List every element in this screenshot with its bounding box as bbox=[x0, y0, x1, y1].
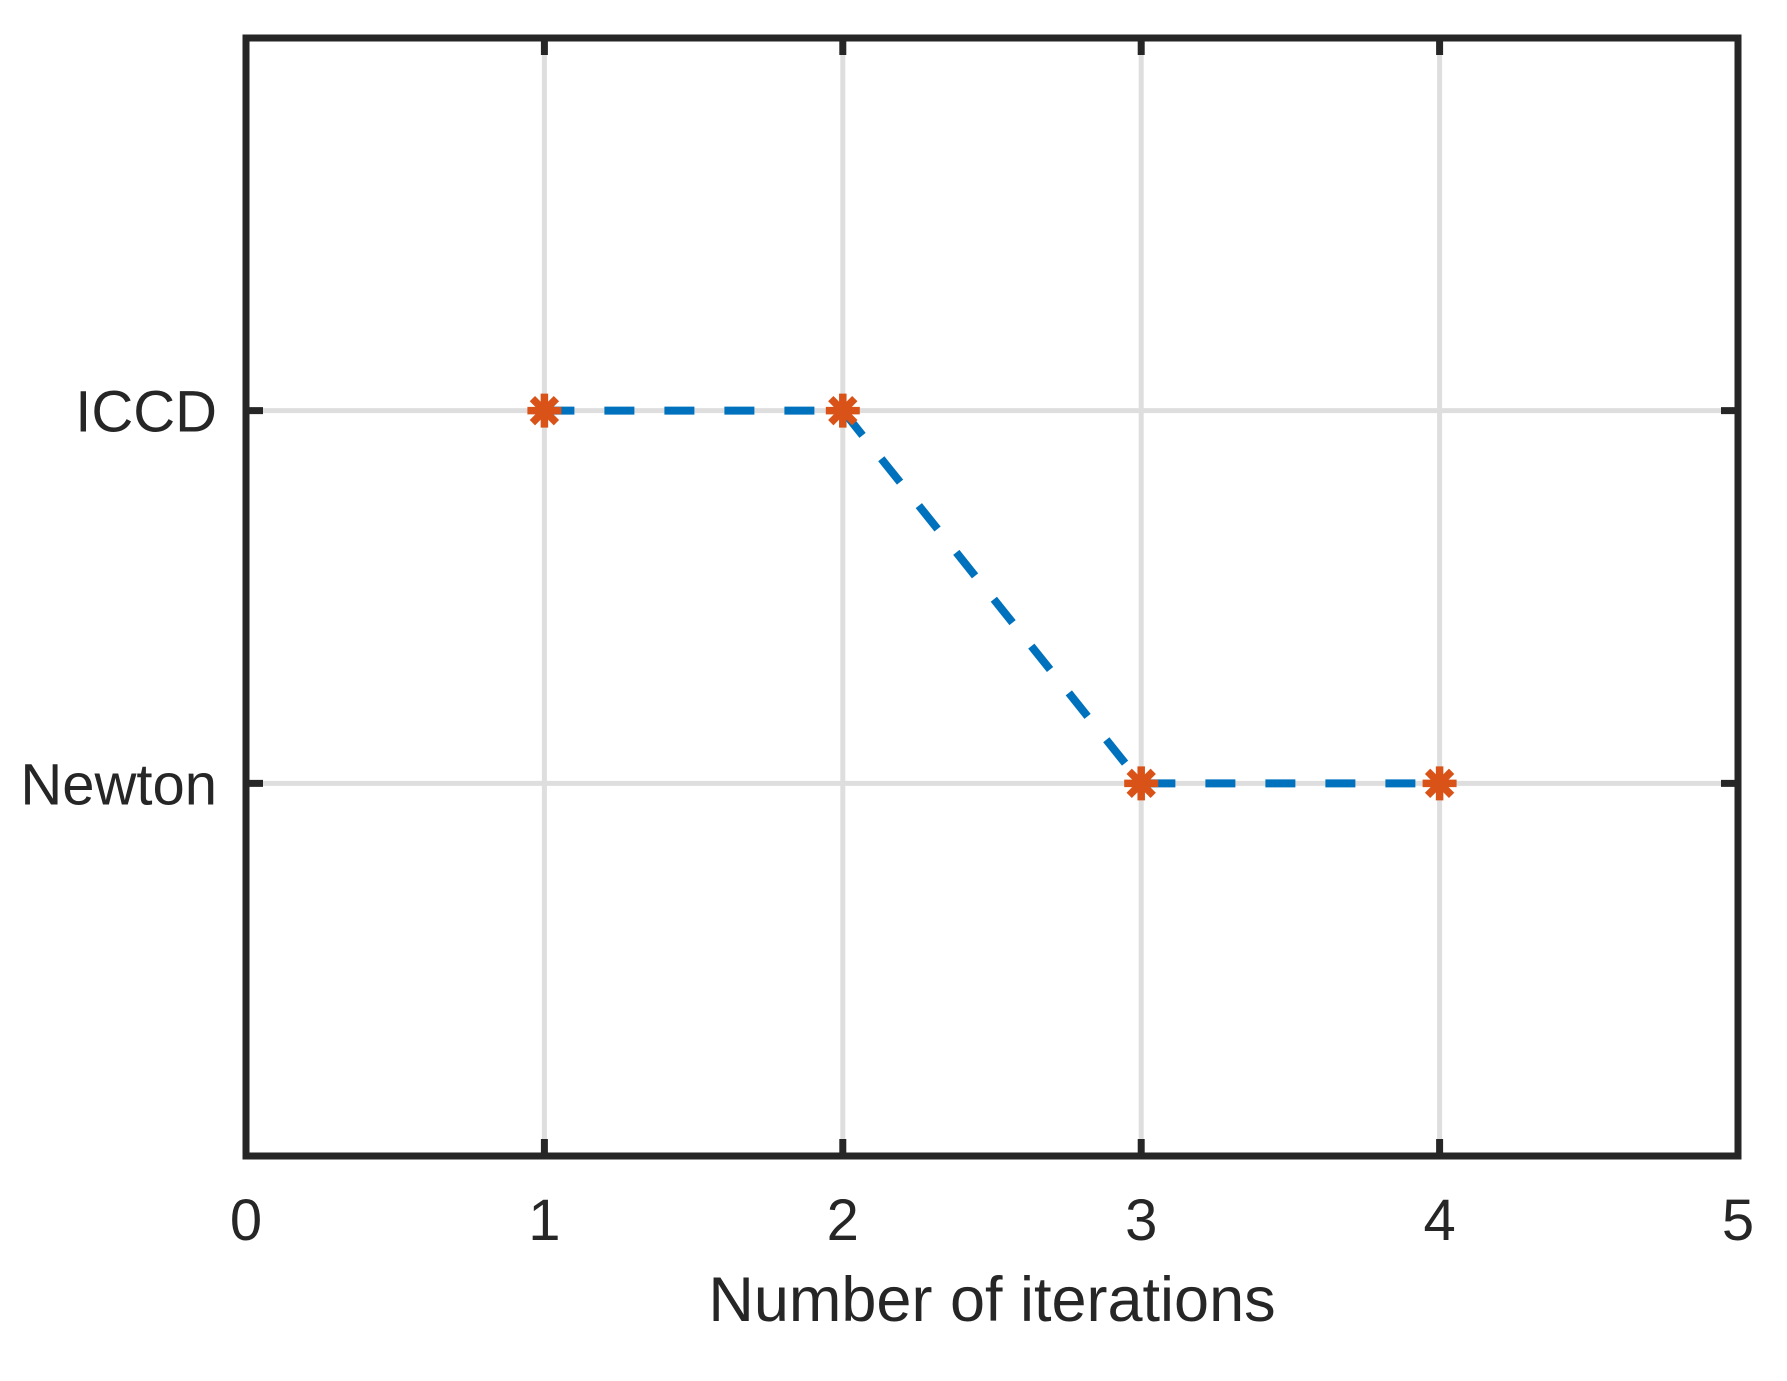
x-axis-title: Number of iterations bbox=[708, 1265, 1275, 1335]
asterisk-marker bbox=[1124, 766, 1159, 801]
marker-spoke bbox=[828, 395, 858, 426]
marker-spoke bbox=[529, 395, 560, 426]
y-tick-label: Newton bbox=[20, 752, 217, 817]
grid-layer bbox=[246, 38, 1738, 1156]
x-tick-label: 5 bbox=[1722, 1188, 1754, 1253]
y-tick-label: ICCD bbox=[75, 380, 217, 445]
series-line bbox=[544, 406, 1440, 788]
x-tick-label: 2 bbox=[827, 1188, 859, 1253]
marker-spoke bbox=[1424, 768, 1455, 799]
asterisk-marker bbox=[527, 393, 562, 428]
asterisk-marker bbox=[1422, 766, 1457, 801]
plot-border bbox=[242, 34, 1742, 1160]
x-tick-label: 3 bbox=[1125, 1188, 1157, 1253]
marker-spoke bbox=[1126, 768, 1156, 799]
series-layer bbox=[527, 393, 1457, 801]
axes-layer bbox=[242, 34, 1742, 1160]
x-tick-label: 1 bbox=[528, 1188, 560, 1253]
asterisk-marker bbox=[825, 393, 860, 428]
x-tick-label: 0 bbox=[230, 1188, 262, 1253]
label-layer: 0 1 2 3 4 5 ICCD Newton bbox=[20, 380, 1754, 1253]
x-tick-label: 4 bbox=[1423, 1188, 1455, 1253]
